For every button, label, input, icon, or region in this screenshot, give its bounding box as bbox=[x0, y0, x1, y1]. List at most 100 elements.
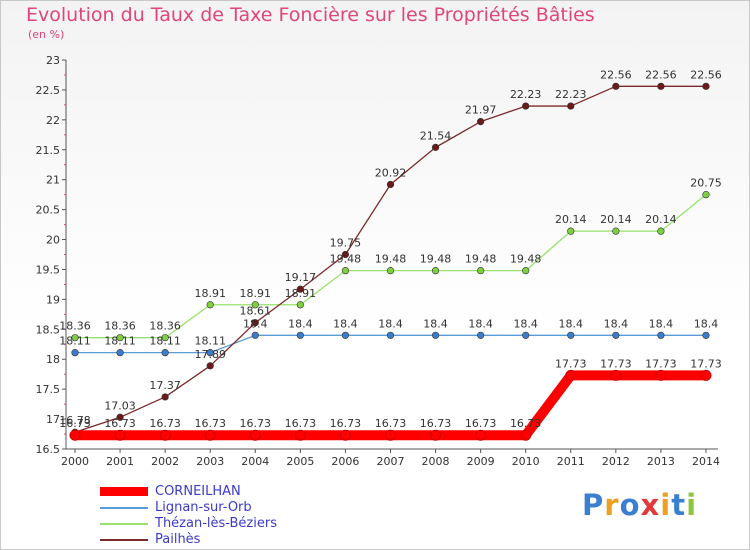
legend-item-corneilhan: CORNEILHAN bbox=[100, 484, 360, 500]
data-point bbox=[386, 180, 395, 189]
legend-swatch-lignan-sur-orb bbox=[100, 507, 148, 509]
chart-title: Evolution du Taux de Taxe Foncière sur l… bbox=[26, 4, 595, 26]
x-tick-label: 2002 bbox=[151, 455, 179, 468]
legend-item-thezan-les-beziers: Thézan-lès-Béziers bbox=[100, 516, 360, 532]
data-label: 21.97 bbox=[465, 104, 497, 117]
data-point bbox=[431, 267, 440, 275]
line-chart: 16.5 17 17.5 18 18.5 19 19.5 20 20.5 21 21.5 22 22.5… bbox=[36, 54, 722, 468]
data-point bbox=[294, 429, 306, 441]
legend-swatch-thezan-les-beziers bbox=[100, 523, 148, 525]
data-label: 21.54 bbox=[420, 129, 452, 142]
data-label: 20.92 bbox=[375, 166, 407, 179]
x-tick-label: 2014 bbox=[692, 455, 720, 468]
data-label: 17.73 bbox=[645, 357, 677, 370]
logo-letter: r bbox=[604, 488, 620, 522]
data-point bbox=[71, 334, 79, 342]
data-point bbox=[477, 331, 485, 339]
x-tick-label: 2003 bbox=[196, 455, 224, 468]
y-tick-label: 18 bbox=[46, 353, 60, 366]
data-point bbox=[522, 267, 530, 275]
x-tick-label: 2007 bbox=[376, 455, 404, 468]
data-label: 18.4 bbox=[649, 317, 674, 330]
data-label: 16.73 bbox=[59, 417, 91, 430]
data-label: 17.37 bbox=[149, 379, 181, 392]
chart-subtitle: (en %) bbox=[28, 28, 65, 41]
x-tick-label: 2009 bbox=[467, 455, 495, 468]
data-label: 18.4 bbox=[288, 317, 313, 330]
data-point bbox=[161, 393, 169, 401]
x-tick-label: 2006 bbox=[331, 455, 359, 468]
data-point bbox=[341, 267, 350, 275]
data-point bbox=[339, 429, 351, 441]
data-label: 18.91 bbox=[240, 287, 272, 300]
data-label: 16.73 bbox=[104, 417, 136, 430]
data-label: 17.73 bbox=[690, 357, 722, 370]
data-label: 22.23 bbox=[510, 88, 542, 101]
logo-letter: i bbox=[660, 488, 672, 522]
data-point bbox=[702, 82, 710, 90]
data-point bbox=[702, 191, 710, 199]
data-label: 16.73 bbox=[285, 417, 317, 430]
data-label: 19.48 bbox=[510, 253, 542, 266]
data-point bbox=[116, 413, 124, 421]
data-label: 17.03 bbox=[104, 399, 136, 412]
data-label: 16.73 bbox=[510, 417, 542, 430]
y-tick-label: 22.5 bbox=[36, 84, 61, 97]
data-label: 18.4 bbox=[333, 317, 358, 330]
data-label: 18.36 bbox=[104, 320, 136, 333]
data-point bbox=[700, 369, 712, 381]
data-point bbox=[522, 102, 530, 110]
data-point bbox=[384, 429, 396, 441]
logo-letter: i bbox=[686, 488, 698, 522]
data-point bbox=[657, 331, 665, 339]
x-tick-label: 2012 bbox=[602, 455, 630, 468]
data-point bbox=[612, 227, 620, 235]
data-label: 17.89 bbox=[194, 348, 226, 361]
y-tick-label: 16.5 bbox=[36, 443, 61, 456]
data-label: 22.56 bbox=[600, 68, 632, 81]
logo-letter: P bbox=[582, 488, 605, 522]
y-tick-label: 19.5 bbox=[36, 263, 61, 276]
data-label: 18.4 bbox=[513, 317, 538, 330]
data-label: 18.4 bbox=[243, 317, 268, 330]
x-tick-label: 2004 bbox=[241, 455, 269, 468]
data-point bbox=[386, 267, 395, 275]
data-point bbox=[657, 82, 665, 90]
data-label: 19.48 bbox=[465, 253, 497, 266]
data-point bbox=[567, 227, 575, 235]
data-point bbox=[475, 429, 487, 441]
x-tick-label: 2005 bbox=[286, 455, 314, 468]
y-tick-label: 23 bbox=[46, 54, 60, 67]
data-point bbox=[161, 349, 169, 357]
data-label: 18.36 bbox=[149, 320, 181, 333]
x-tick-label: 2001 bbox=[106, 455, 134, 468]
data-label: 19.75 bbox=[330, 237, 362, 250]
data-label: 18.91 bbox=[194, 287, 226, 300]
y-tick-label: 21.5 bbox=[36, 144, 61, 157]
data-label: 18.11 bbox=[104, 335, 136, 348]
data-label: 19.48 bbox=[420, 253, 452, 266]
data-point bbox=[249, 429, 261, 441]
data-point bbox=[69, 429, 81, 441]
logo-letter: o bbox=[619, 488, 641, 522]
data-point bbox=[116, 334, 124, 342]
data-label: 16.73 bbox=[330, 417, 362, 430]
data-label: 18.91 bbox=[285, 287, 317, 300]
data-label: 22.56 bbox=[690, 68, 722, 81]
data-label: 16.73 bbox=[375, 417, 407, 430]
data-label: 16.73 bbox=[240, 417, 272, 430]
data-label: 20.14 bbox=[645, 213, 677, 226]
y-tick-label: 18.5 bbox=[36, 323, 61, 336]
data-point bbox=[477, 118, 485, 126]
data-point bbox=[612, 331, 620, 339]
proxiti-logo: Proxiti bbox=[582, 488, 697, 522]
data-point bbox=[567, 102, 575, 110]
data-label: 20.14 bbox=[555, 213, 587, 226]
data-point bbox=[567, 331, 575, 339]
data-point bbox=[296, 301, 304, 309]
legend-swatch-corneilhan bbox=[100, 487, 148, 496]
logo-letter: t bbox=[671, 488, 687, 522]
data-point bbox=[251, 319, 259, 327]
logo-letter: x bbox=[640, 488, 661, 522]
